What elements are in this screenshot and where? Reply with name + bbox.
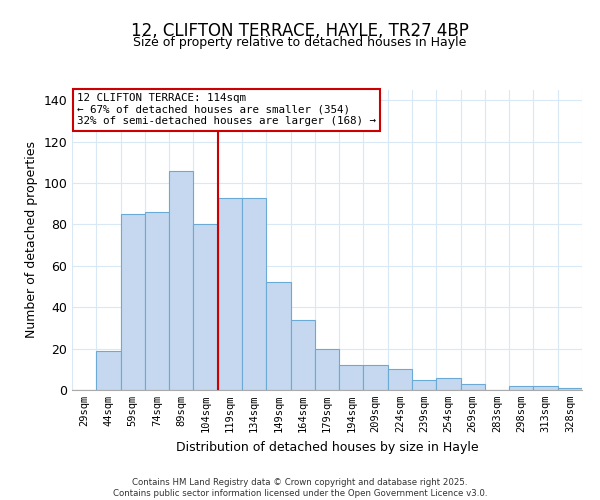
Bar xyxy=(558,388,582,390)
Bar xyxy=(193,224,218,390)
Bar xyxy=(218,198,242,390)
Bar xyxy=(436,378,461,390)
Text: 12, CLIFTON TERRACE, HAYLE, TR27 4BP: 12, CLIFTON TERRACE, HAYLE, TR27 4BP xyxy=(131,22,469,40)
Text: Contains HM Land Registry data © Crown copyright and database right 2025.
Contai: Contains HM Land Registry data © Crown c… xyxy=(113,478,487,498)
Text: 12 CLIFTON TERRACE: 114sqm
← 67% of detached houses are smaller (354)
32% of sem: 12 CLIFTON TERRACE: 114sqm ← 67% of deta… xyxy=(77,93,376,126)
Bar xyxy=(364,365,388,390)
Bar xyxy=(169,170,193,390)
Bar xyxy=(96,350,121,390)
Bar xyxy=(461,384,485,390)
Bar xyxy=(266,282,290,390)
Bar xyxy=(509,386,533,390)
Bar xyxy=(412,380,436,390)
Bar xyxy=(145,212,169,390)
Bar xyxy=(388,370,412,390)
Bar xyxy=(339,365,364,390)
X-axis label: Distribution of detached houses by size in Hayle: Distribution of detached houses by size … xyxy=(176,440,478,454)
Bar xyxy=(533,386,558,390)
Y-axis label: Number of detached properties: Number of detached properties xyxy=(25,142,38,338)
Bar xyxy=(315,348,339,390)
Bar xyxy=(290,320,315,390)
Text: Size of property relative to detached houses in Hayle: Size of property relative to detached ho… xyxy=(133,36,467,49)
Bar xyxy=(242,198,266,390)
Bar xyxy=(121,214,145,390)
